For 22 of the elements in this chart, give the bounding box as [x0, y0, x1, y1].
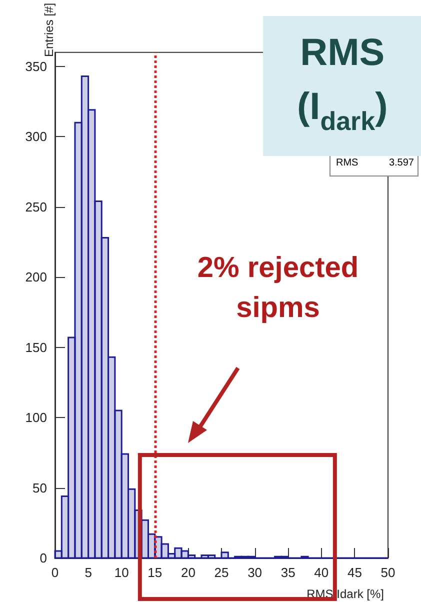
x-tick-label: 25 — [214, 565, 229, 580]
x-tick-label: 10 — [114, 565, 129, 580]
x-tick-label: 5 — [84, 565, 92, 580]
y-tick-label: 50 — [32, 480, 47, 496]
x-tick-label: 30 — [248, 565, 262, 580]
x-tick-label: 20 — [180, 565, 196, 580]
x-tick-label: 50 — [380, 565, 396, 580]
y-tick-label: 250 — [25, 199, 47, 214]
x-tick-label: 0 — [51, 565, 59, 580]
text: RMS 3.597 — [336, 158, 414, 168]
y-tick-label: 350 — [25, 58, 47, 74]
y-tick-label: 300 — [25, 129, 47, 144]
y-tick-label: 150 — [25, 340, 47, 355]
x-tick-label: 40 — [314, 565, 329, 580]
x-tick-label: 45 — [347, 565, 362, 580]
x-tick-label: 35 — [280, 565, 296, 580]
y-tick-label: 200 — [25, 270, 47, 285]
y-tick-label: 0 — [40, 550, 47, 566]
x-tick-label: 15 — [148, 565, 162, 580]
y-axis-title: Entries [#] — [42, 2, 56, 57]
annotation: 2% rejected sipms — [197, 252, 359, 324]
y-tick-label: 100 — [25, 410, 47, 426]
